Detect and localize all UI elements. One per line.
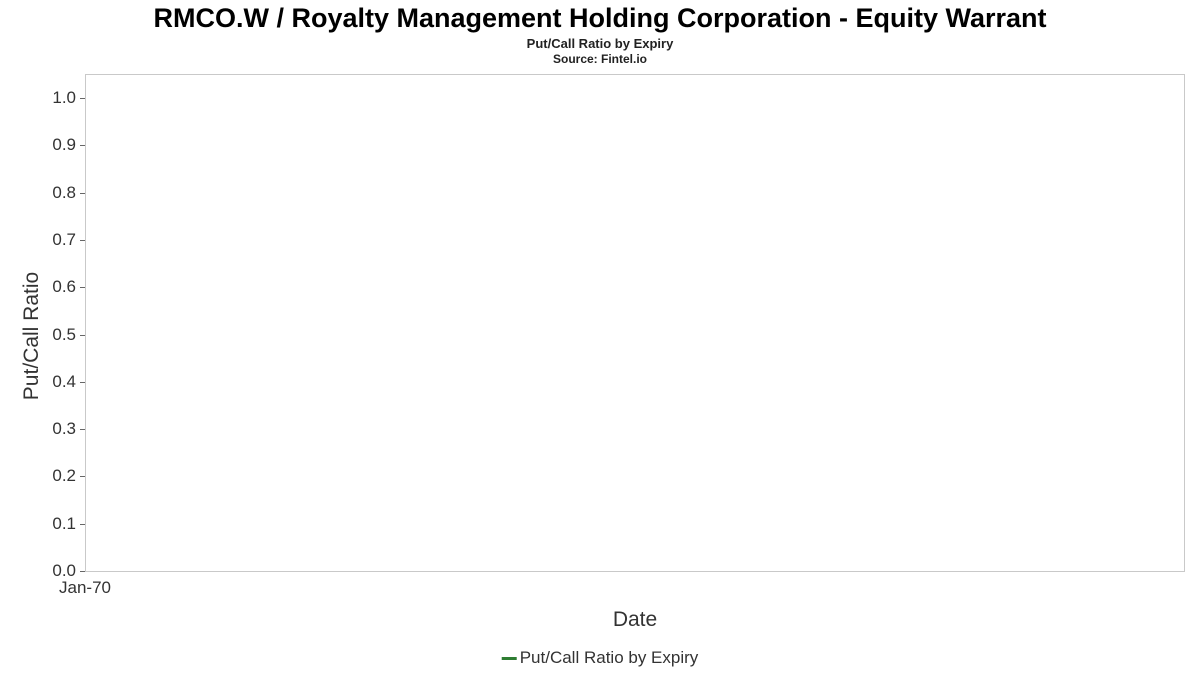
y-tick-mark	[80, 192, 85, 194]
x-tick-label: Jan-70	[59, 578, 111, 597]
y-tick: 0.0	[52, 561, 85, 581]
y-tick: 0.2	[52, 466, 85, 486]
y-tick-label: 0.5	[52, 325, 76, 344]
legend: Put/Call Ratio by Expiry	[501, 648, 699, 668]
y-tick-label: 0.0	[52, 561, 76, 580]
y-tick-mark	[80, 144, 85, 146]
y-tick-label: 0.7	[52, 230, 76, 249]
y-tick-label: 0.9	[52, 135, 76, 154]
y-tick-mark	[80, 381, 85, 383]
y-tick-label: 0.1	[52, 514, 76, 533]
y-tick-label: 0.6	[52, 277, 76, 296]
y-tick: 1.0	[52, 88, 85, 108]
plot-area	[85, 74, 1185, 572]
y-tick-mark	[80, 523, 85, 525]
y-tick-mark	[80, 286, 85, 288]
y-axis-ticks: 1.0 0.9 0.8 0.7 0.6 0.5 0.4 0.3	[0, 0, 85, 675]
y-tick: 0.1	[52, 514, 85, 534]
y-tick-label: 0.3	[52, 419, 76, 438]
legend-line-marker	[501, 656, 517, 660]
y-tick-label: 0.2	[52, 466, 76, 485]
y-tick-mark	[80, 97, 85, 99]
y-tick-mark	[80, 475, 85, 477]
y-tick-mark	[80, 570, 85, 572]
y-tick-mark	[80, 239, 85, 241]
y-tick-label: 0.4	[52, 372, 76, 391]
y-tick-mark	[80, 334, 85, 336]
y-tick: 0.4	[52, 372, 85, 392]
y-tick-mark	[80, 428, 85, 430]
y-tick: 0.9	[52, 135, 85, 155]
y-tick-label: 1.0	[52, 88, 76, 107]
chart-subtitle: Put/Call Ratio by Expiry	[526, 36, 674, 51]
y-tick: 0.7	[52, 230, 85, 250]
chart-source: Source: Fintel.io	[552, 52, 647, 66]
y-tick: 0.3	[52, 419, 85, 439]
y-tick-label: 0.8	[52, 183, 76, 202]
y-tick: 0.8	[52, 183, 85, 203]
legend-label: Put/Call Ratio by Expiry	[519, 648, 699, 667]
x-axis-label: Date	[612, 608, 658, 631]
y-tick: 0.5	[52, 325, 85, 345]
y-tick: 0.6	[52, 277, 85, 297]
chart-title: RMCO.W / Royalty Management Holding Corp…	[153, 3, 1047, 33]
